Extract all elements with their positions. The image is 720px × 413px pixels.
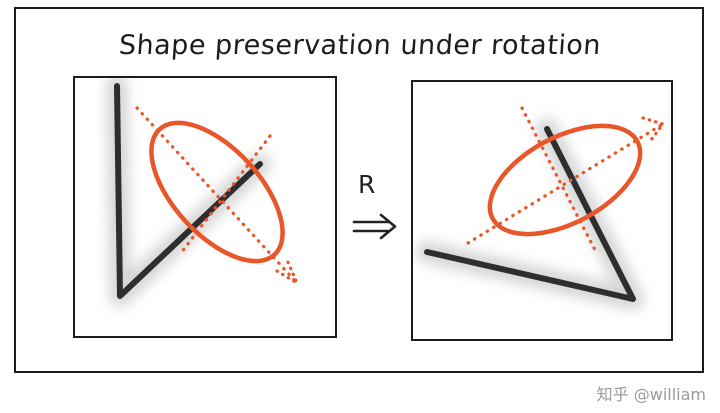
rotated-panel [411,80,673,341]
left-axis-arrowhead [275,258,301,287]
original-shape-drawing [106,78,301,307]
right-principal-axis [466,122,665,245]
original-panel [73,76,337,338]
right-v-shape [424,126,636,302]
watermark: 知乎 @william [596,385,706,404]
left-ellipse [149,120,285,264]
left-minor-axis [179,134,272,255]
rotation-label: R [358,170,376,199]
double-arrow-right-icon [352,213,397,240]
left-principal-axis [135,106,299,285]
diagram-title: Shape preservation under rotation [117,30,603,61]
right-axis-arrowhead [641,116,666,142]
right-ellipse [487,123,643,237]
rotated-shape-drawing [416,106,666,310]
left-v-shape [114,83,263,299]
